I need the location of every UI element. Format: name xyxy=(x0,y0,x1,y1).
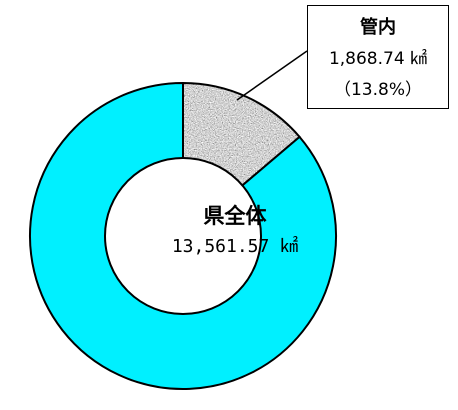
callout-title: 管内 xyxy=(360,17,396,38)
callout-area-value: 1,868.74 ㎢ xyxy=(328,49,428,69)
center-label-area: 13,561.57 ㎢ xyxy=(171,236,299,257)
center-label-title: 県全体 xyxy=(203,204,267,228)
donut-hole xyxy=(104,157,262,315)
callout-percent: （13.8%） xyxy=(333,80,422,100)
callout-leader-line xyxy=(236,50,308,101)
callout-box: 管内 1,868.74 ㎢ （13.8%） xyxy=(307,5,449,109)
